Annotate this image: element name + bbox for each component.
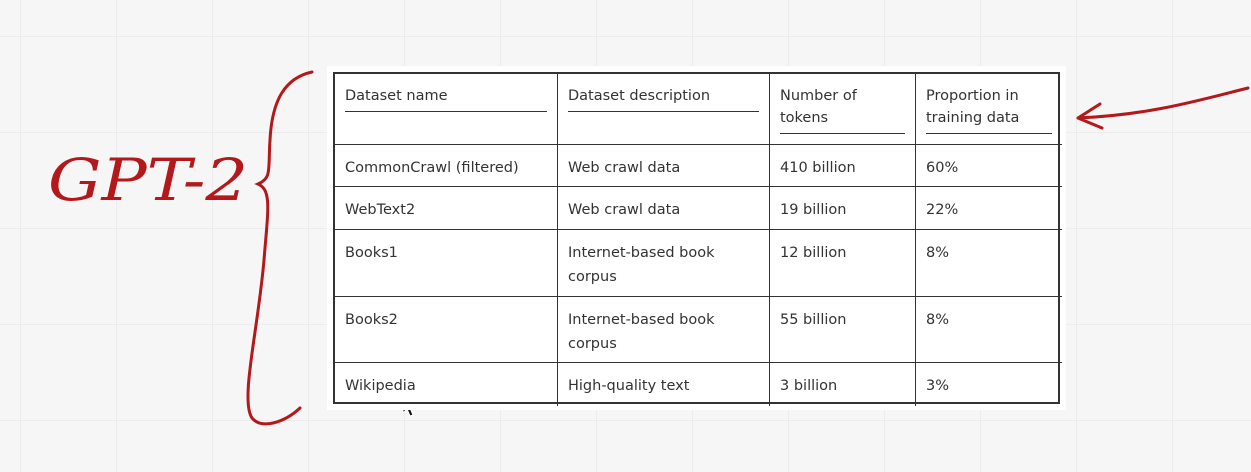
cell-text: 60% <box>926 160 959 176</box>
cell-text: CommonCrawl (filtered) <box>345 160 519 176</box>
cell-text: 3 billion <box>780 378 838 394</box>
header-cell: Dataset description <box>558 74 770 145</box>
cell-text: 410 billion <box>780 160 856 176</box>
table-cell: 3% <box>916 363 1062 406</box>
data-table: Dataset name Dataset description Number of… <box>333 72 1062 406</box>
cell-text: Wikipedia <box>345 378 416 394</box>
header-cell: Proportion in training data <box>916 74 1062 145</box>
cell-text: 19 billion <box>780 202 847 218</box>
table-cell: Internet-based book corpus <box>558 230 770 297</box>
cell-text: WebText2 <box>345 202 416 218</box>
table-cell: High-quality text <box>558 363 770 406</box>
table-cell: WebText2 <box>335 187 558 230</box>
cell-text: 22% <box>926 202 959 218</box>
table-cell: Books2 <box>335 297 558 363</box>
table-cell: Wikipedia <box>335 363 558 406</box>
cell-text: Web crawl data <box>568 160 681 176</box>
header-cell: Dataset name <box>335 74 558 145</box>
curly-brace <box>246 70 314 426</box>
table-cell: 8% <box>916 297 1062 363</box>
table-cell: Books1 <box>335 230 558 297</box>
cell-text: 8% <box>926 245 950 261</box>
table-cell: 19 billion <box>770 187 916 230</box>
handwritten-label: GPT-2 <box>48 146 248 214</box>
cell-text: Web crawl data <box>568 202 681 218</box>
cell-text: 12 billion <box>780 245 847 261</box>
header-cell: Number of tokens <box>770 74 916 145</box>
table-cell: Web crawl data <box>558 187 770 230</box>
table-cell: 12 billion <box>770 230 916 297</box>
cell-text: 3% <box>926 378 950 394</box>
header-text: Dataset description <box>568 85 759 112</box>
cell-text: Internet-based book corpus <box>568 245 715 285</box>
table-cell: 22% <box>916 187 1062 230</box>
table-cell: 3 billion <box>770 363 916 406</box>
header-text: Number of tokens <box>780 85 905 134</box>
cell-text: Books2 <box>345 312 398 328</box>
table-cell: Internet-based book corpus <box>558 297 770 363</box>
table-cell: Web crawl data <box>558 145 770 187</box>
cell-text: 55 billion <box>780 312 847 328</box>
table-cell: 55 billion <box>770 297 916 363</box>
header-text: Proportion in training data <box>926 85 1052 134</box>
cell-text: 8% <box>926 312 950 328</box>
header-text: Dataset name <box>345 85 547 112</box>
table-cell: 410 billion <box>770 145 916 187</box>
table-cell: 60% <box>916 145 1062 187</box>
cell-text: High-quality text <box>568 378 690 394</box>
table-cell: CommonCrawl (filtered) <box>335 145 558 187</box>
cell-text: Books1 <box>345 245 398 261</box>
table-cell: 8% <box>916 230 1062 297</box>
arrow <box>1076 86 1250 130</box>
cell-text: Internet-based book corpus <box>568 312 715 352</box>
